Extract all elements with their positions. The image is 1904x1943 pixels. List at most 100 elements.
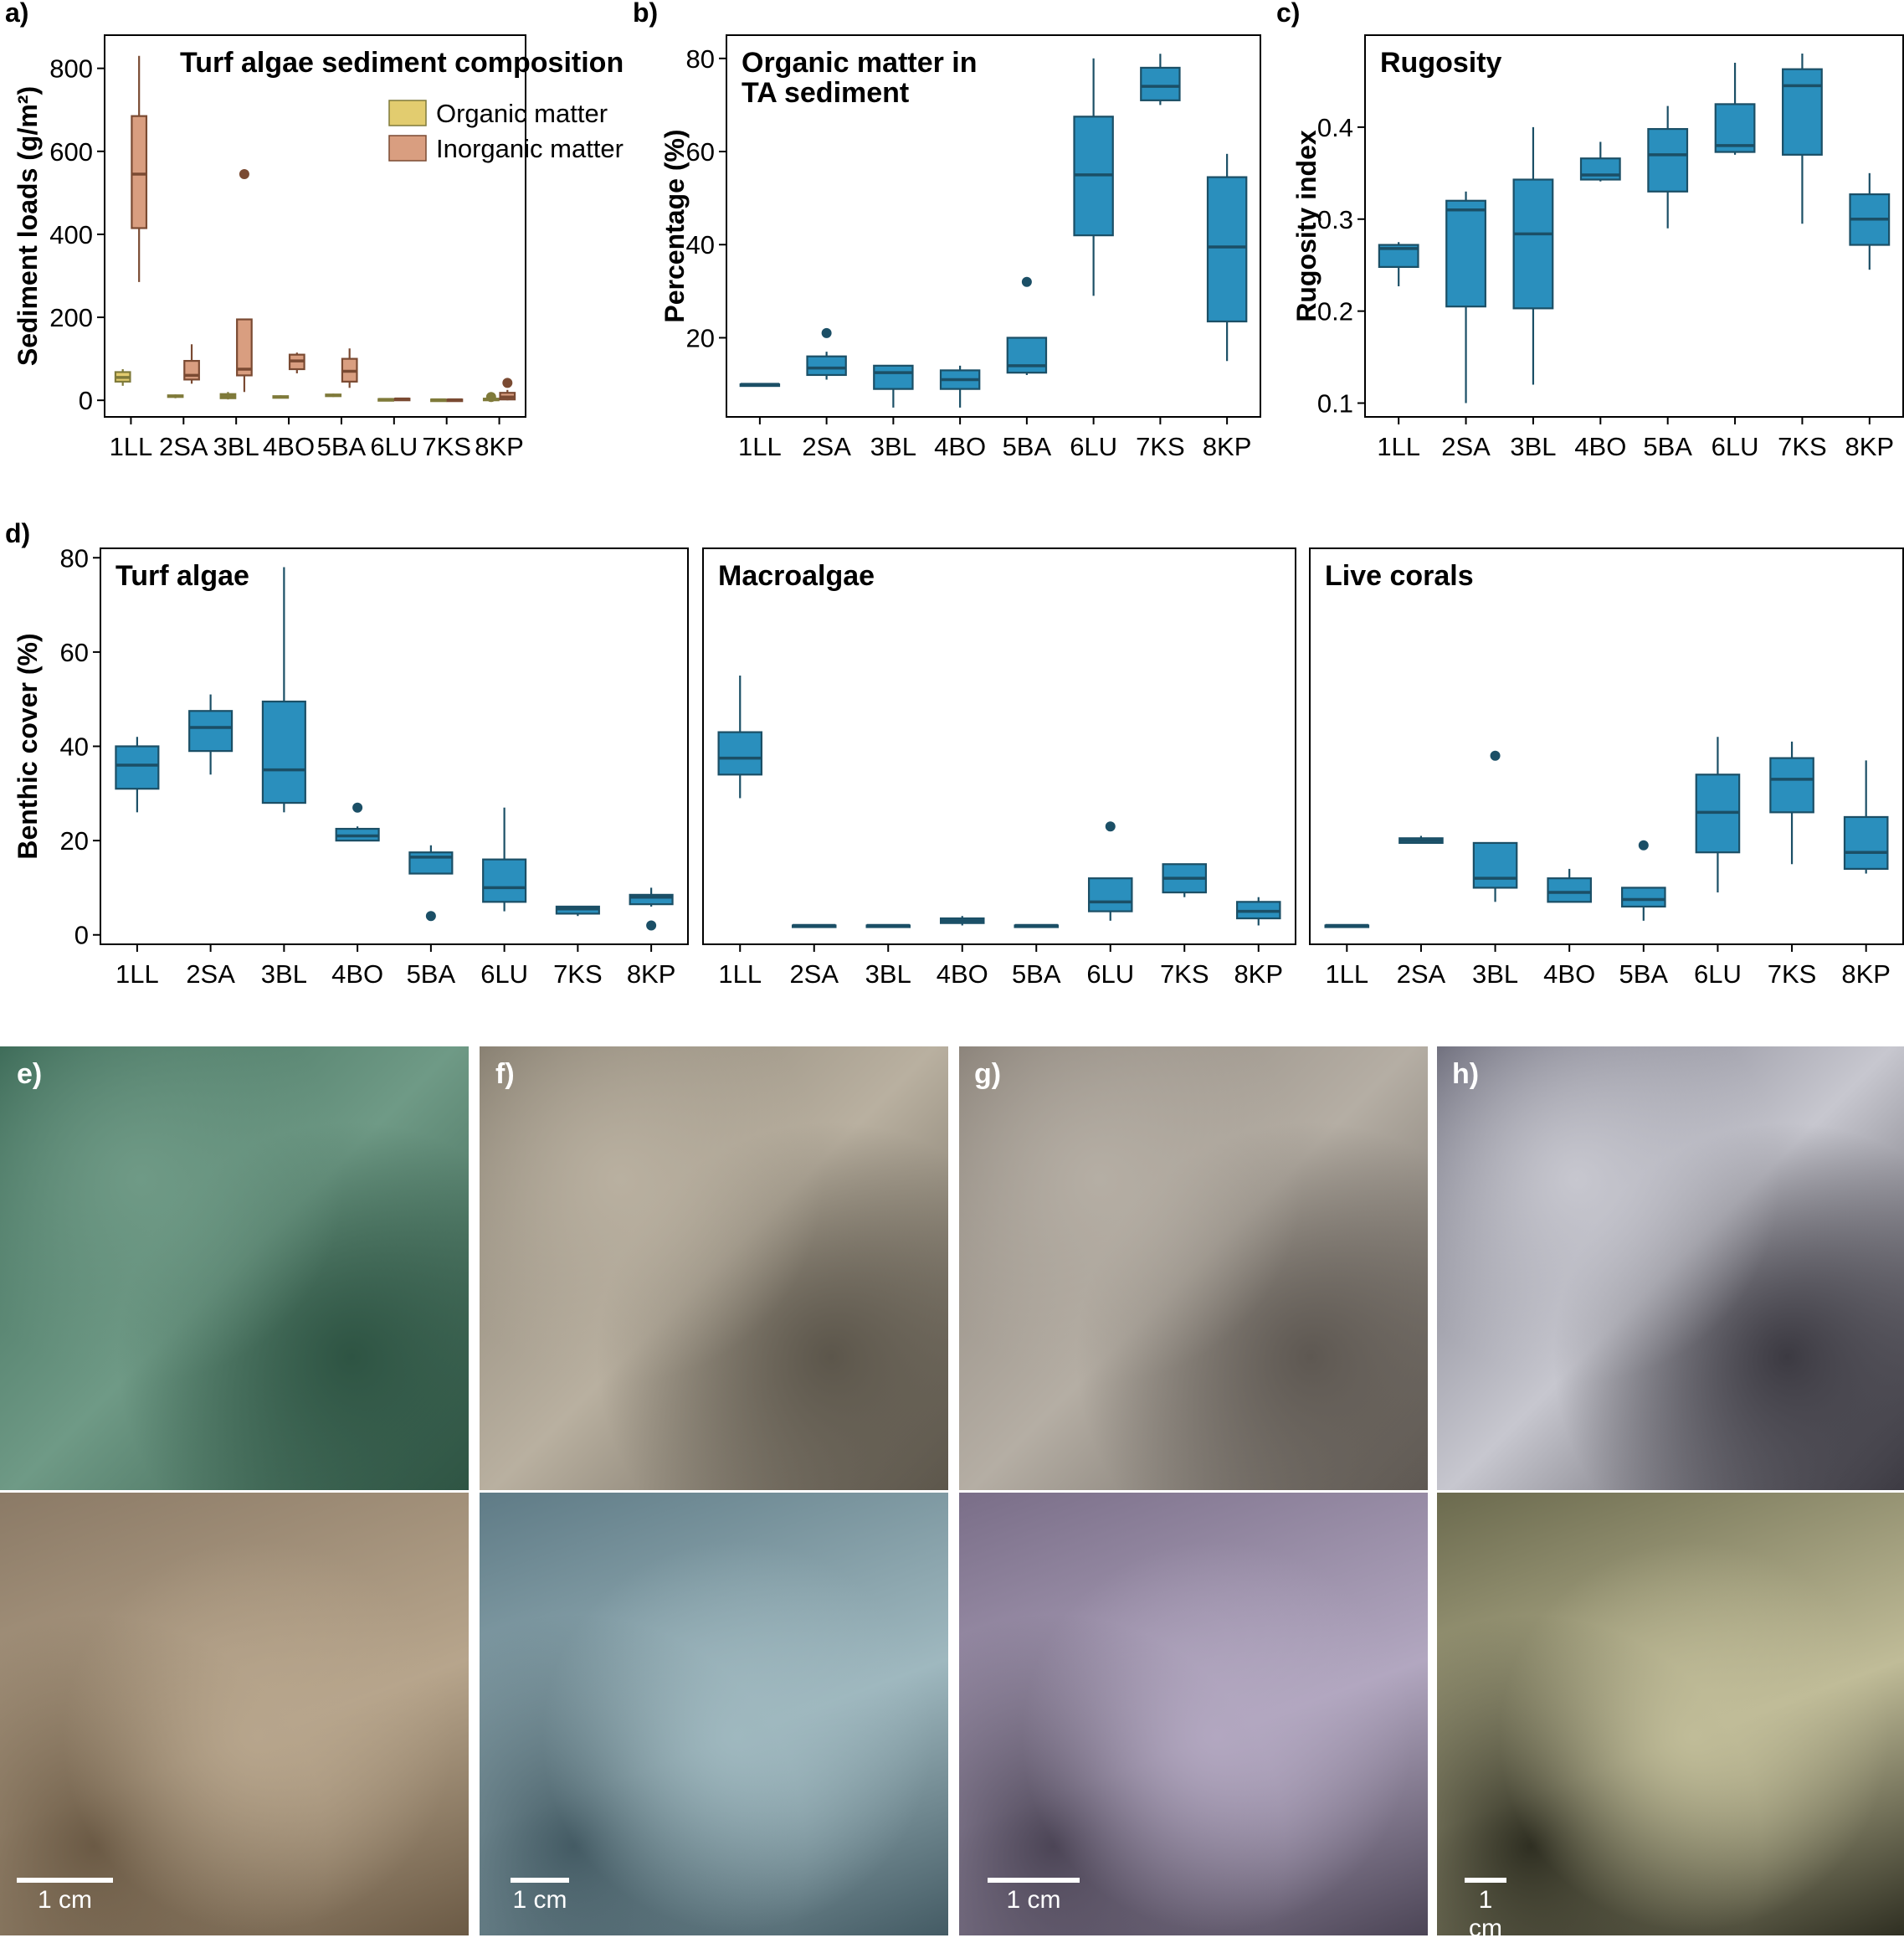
box-8KP: [1843, 760, 1889, 874]
photo-label-g: g): [974, 1058, 1002, 1090]
box-6LU: [1087, 821, 1133, 921]
scale-bar-label: 1 cm: [1006, 1886, 1061, 1914]
box-2SA: [1445, 191, 1486, 404]
outlier-point: [646, 920, 657, 931]
box-7KS: [555, 905, 600, 917]
box-5BA: [341, 348, 358, 388]
outlier-point: [485, 392, 496, 403]
x-tick-label: 3BL: [865, 959, 911, 989]
x-tick-label: 7KS: [422, 432, 471, 461]
box-7KS: [1782, 53, 1823, 224]
x-tick-label: 7KS: [1778, 432, 1827, 461]
box-3BL: [873, 364, 914, 408]
x-tick-label: 4BO: [937, 959, 988, 989]
x-tick-label: 3BL: [1510, 432, 1556, 461]
box-2SA: [1398, 835, 1444, 845]
box-body: [131, 115, 148, 229]
box-5BA: [1014, 923, 1060, 928]
box-6LU: [1073, 58, 1114, 296]
box-body: [1714, 103, 1756, 153]
x-tick-label: 1LL: [718, 959, 762, 989]
box-body: [1547, 877, 1592, 903]
box-body: [1140, 66, 1181, 101]
box-4BO: [1547, 868, 1592, 903]
box-5BA: [1006, 276, 1048, 375]
box-body: [629, 893, 674, 906]
outlier-point: [1490, 750, 1501, 761]
outlier-point: [239, 169, 249, 180]
x-tick-label: 5BA: [1643, 432, 1692, 461]
box-5BA: [1621, 840, 1666, 921]
legend-swatch: [388, 100, 427, 126]
plot-frame: [1309, 547, 1904, 945]
x-tick-label: 5BA: [1619, 959, 1669, 989]
series-main: [1324, 737, 1889, 928]
box-5BA: [325, 393, 342, 398]
box-1LL: [1324, 923, 1370, 928]
box-body: [1512, 178, 1554, 310]
box-8KP: [499, 378, 516, 401]
y-tick-label: 200: [49, 303, 93, 332]
box-1LL: [1378, 242, 1419, 286]
box-1LL: [717, 676, 763, 799]
x-tick-label: 8KP: [475, 432, 524, 461]
box-1LL: [739, 383, 781, 388]
box-8KP: [629, 887, 674, 931]
box-7KS: [1140, 54, 1181, 105]
panel-title: Live corals: [1325, 560, 1474, 592]
box-7KS: [446, 398, 464, 403]
x-tick-label: 2SA: [789, 959, 839, 989]
y-tick-label: 600: [49, 137, 93, 167]
box-body: [1621, 887, 1666, 908]
box-6LU: [393, 397, 411, 402]
box-body: [1206, 176, 1248, 323]
y-tick-label: 80: [60, 543, 89, 573]
y-tick-label: 60: [60, 638, 89, 667]
panel-title-line: Organic matter in: [742, 47, 978, 79]
x-tick-label: 2SA: [186, 959, 235, 989]
box-7KS: [430, 398, 447, 403]
box-1LL: [115, 737, 160, 813]
panel-title: Turf algae sediment composition: [180, 47, 624, 79]
outlier-point: [352, 802, 363, 813]
panel-letter: a): [5, 0, 28, 28]
box-8KP: [482, 392, 500, 403]
box-body: [1087, 877, 1133, 912]
x-tick-label: 4BO: [1574, 432, 1626, 461]
photo-h-bottom: [1437, 1493, 1904, 1935]
outlier-point: [1105, 821, 1116, 832]
y-tick-label: 0: [79, 386, 93, 415]
x-tick-label: 6LU: [1070, 432, 1117, 461]
box-5BA: [1647, 105, 1689, 229]
y-tick-label: 40: [686, 230, 715, 260]
x-tick-label: 7KS: [1768, 959, 1817, 989]
y-axis-label: Percentage (%): [659, 129, 690, 322]
x-tick-label: 6LU: [1086, 959, 1134, 989]
panel-title: Macroalgae: [718, 560, 875, 592]
x-tick-label: 5BA: [407, 959, 456, 989]
box-2SA: [791, 923, 837, 928]
panel-b: 20 40 60 80 1LL 2SA 3BL 4BO 5BA 6LU 7KS 8KP Percenta…: [633, 0, 1261, 461]
y-tick-label: 0.4: [1317, 113, 1353, 142]
plot-frame: [726, 34, 1261, 418]
outlier-point: [425, 911, 436, 922]
x-tick-label: 8KP: [1234, 959, 1283, 989]
box-4BO: [272, 395, 290, 399]
y-tick-label: 20: [60, 826, 89, 856]
box-8KP: [1206, 153, 1248, 362]
box-6LU: [377, 398, 394, 402]
box-7KS: [1162, 863, 1208, 897]
y-tick-label: 0.2: [1317, 297, 1353, 326]
x-tick-label: 4BO: [934, 432, 986, 461]
legend-label: Inorganic matter: [436, 134, 624, 163]
x-tick-label: 5BA: [1003, 432, 1052, 461]
plot-frame: [1364, 34, 1904, 418]
outlier-point: [1021, 276, 1032, 287]
x-tick-label: 6LU: [1694, 959, 1742, 989]
box-1LL: [114, 369, 131, 386]
x-tick-label: 1LL: [738, 432, 782, 461]
y-axis-label: Rugosity index: [1291, 130, 1322, 322]
box-3BL: [1512, 126, 1554, 385]
box-body: [408, 851, 454, 875]
panel-a: 0 200 400 600 800 1LL 2SA 3BL 4BO 5BA 6LU 7KS 8KP Sed…: [5, 0, 624, 461]
